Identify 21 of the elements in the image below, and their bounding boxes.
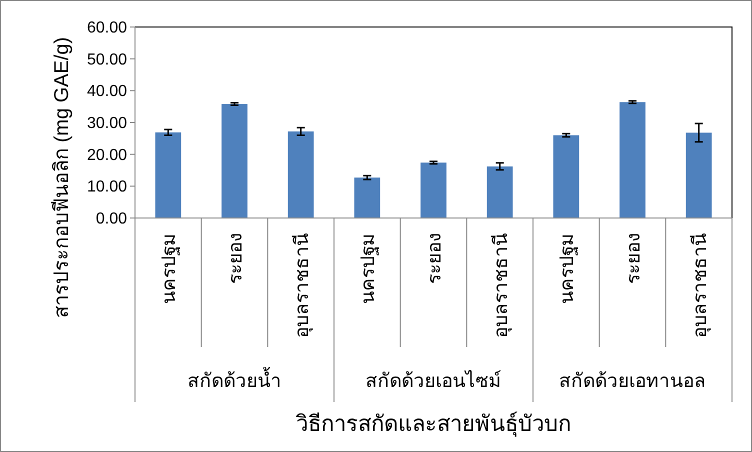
text: สกัดด้วยเอนไซม์: [366, 370, 502, 392]
text: สกัดด้วยเอทานอล: [559, 371, 706, 392]
x-tick-label: นครปฐม: [557, 233, 578, 304]
x-tick-label: ระยอง: [226, 233, 246, 284]
y-tick-label: 50.00: [86, 51, 128, 68]
x-tick-label: ระยอง: [624, 233, 644, 284]
x-tick-label: อุบลราชธานี: [490, 233, 513, 338]
y-tick-label: 0.00: [96, 210, 128, 228]
x-tick-label: นครปฐม: [358, 233, 380, 304]
x-tick-label: อุบลราชธานี: [290, 233, 314, 338]
x-tick-label: อุบลราชธานี: [688, 233, 712, 338]
y-tick-label: 10.00: [86, 178, 128, 196]
x-axis-title: วิธีการสกัดและสายพันธุ์บัวบก: [295, 411, 571, 437]
y-tick-label: 20.00: [86, 146, 128, 164]
x-tick-label: ระยอง: [424, 233, 446, 284]
y-tick-label: 60.00: [86, 20, 128, 36]
y-tick-label: 30.00: [86, 115, 128, 132]
y-axis-title: สารประกอบฟีนอลิก (mg GAE/g): [51, 36, 73, 318]
y-tick-label: 40.00: [86, 83, 128, 100]
x-tick-label: นครปฐม: [159, 233, 180, 304]
text: สกัดด้วยน้ำ: [188, 367, 282, 392]
